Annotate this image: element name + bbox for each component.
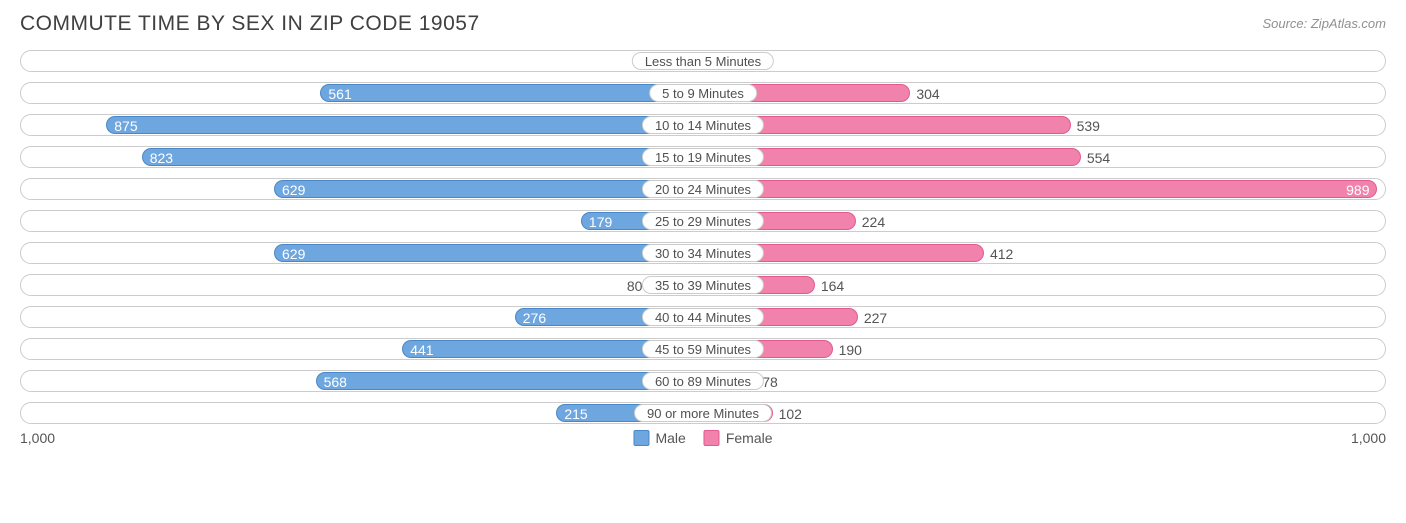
category-pill: 60 to 89 Minutes: [642, 372, 764, 390]
legend-item-male: Male: [633, 430, 685, 446]
source-name: ZipAtlas.com: [1311, 16, 1386, 31]
category-pill: 30 to 34 Minutes: [642, 244, 764, 262]
chart-row: 179 224 25 to 29 Minutes: [20, 210, 1386, 232]
chart-row: 561 304 5 to 9 Minutes: [20, 82, 1386, 104]
value-male: 568: [316, 371, 347, 393]
category-pill: 90 or more Minutes: [634, 404, 772, 422]
value-female: 102: [773, 403, 802, 425]
category-pill: 15 to 19 Minutes: [642, 148, 764, 166]
value-female: 989: [1346, 179, 1377, 201]
chart-header: COMMUTE TIME BY SEX IN ZIP CODE 19057 So…: [20, 12, 1386, 36]
value-female: 412: [984, 243, 1013, 265]
value-female: 554: [1081, 147, 1110, 169]
value-male: 441: [402, 339, 433, 361]
category-pill: 10 to 14 Minutes: [642, 116, 764, 134]
value-male: 823: [142, 147, 173, 169]
value-male: 629: [274, 179, 305, 201]
value-male: 629: [274, 243, 305, 265]
legend-label-female: Female: [726, 430, 773, 446]
chart-title: COMMUTE TIME BY SEX IN ZIP CODE 19057: [20, 12, 480, 36]
category-pill: Less than 5 Minutes: [632, 52, 774, 70]
chart-container: COMMUTE TIME BY SEX IN ZIP CODE 19057 So…: [0, 0, 1406, 523]
value-male: 561: [320, 83, 351, 105]
value-male: 215: [556, 403, 587, 425]
value-male: 276: [515, 307, 546, 329]
bar-male: [106, 116, 703, 134]
bar-male: [142, 148, 703, 166]
legend: Male Female: [633, 430, 772, 446]
chart-row: 5687860 to 89 Minutes: [20, 370, 1386, 392]
source-prefix: Source:: [1262, 16, 1310, 31]
chart-row: 823 554 15 to 19 Minutes: [20, 146, 1386, 168]
category-pill: 5 to 9 Minutes: [649, 84, 757, 102]
axis-max-right: 1,000: [1351, 430, 1386, 446]
chart-rows: 531Less than 5 Minutes 561 304 5 to 9 Minut…: [20, 50, 1386, 424]
value-female: 164: [815, 275, 844, 297]
bar-male: [320, 84, 703, 102]
chart-row: 531Less than 5 Minutes: [20, 50, 1386, 72]
legend-swatch-male: [633, 430, 649, 446]
bar-male: [274, 244, 703, 262]
value-female: 539: [1071, 115, 1100, 137]
value-male: 875: [106, 115, 137, 137]
value-male: 179: [581, 211, 612, 233]
legend-label-male: Male: [655, 430, 685, 446]
bar-male: [274, 180, 703, 198]
category-pill: 45 to 59 Minutes: [642, 340, 764, 358]
value-female: 224: [856, 211, 885, 233]
chart-row: 215 10290 or more Minutes: [20, 402, 1386, 424]
chart-row: 629 989 20 to 24 Minutes: [20, 178, 1386, 200]
chart-row: 8016435 to 39 Minutes: [20, 274, 1386, 296]
axis-legend-row: 1,000 Male Female 1,000: [20, 430, 1386, 452]
legend-item-female: Female: [704, 430, 773, 446]
category-pill: 40 to 44 Minutes: [642, 308, 764, 326]
value-female: 227: [858, 307, 887, 329]
bar-female: [703, 180, 1377, 198]
chart-row: 629 412 30 to 34 Minutes: [20, 242, 1386, 264]
chart-row: 441 190 45 to 59 Minutes: [20, 338, 1386, 360]
axis-max-left: 1,000: [20, 430, 55, 446]
chart-row: 276 227 40 to 44 Minutes: [20, 306, 1386, 328]
category-pill: 25 to 29 Minutes: [642, 212, 764, 230]
source-attribution: Source: ZipAtlas.com: [1262, 12, 1386, 31]
category-pill: 20 to 24 Minutes: [642, 180, 764, 198]
chart-row: 875 539 10 to 14 Minutes: [20, 114, 1386, 136]
legend-swatch-female: [704, 430, 720, 446]
value-female: 304: [910, 83, 939, 105]
value-female: 190: [833, 339, 862, 361]
category-pill: 35 to 39 Minutes: [642, 276, 764, 294]
